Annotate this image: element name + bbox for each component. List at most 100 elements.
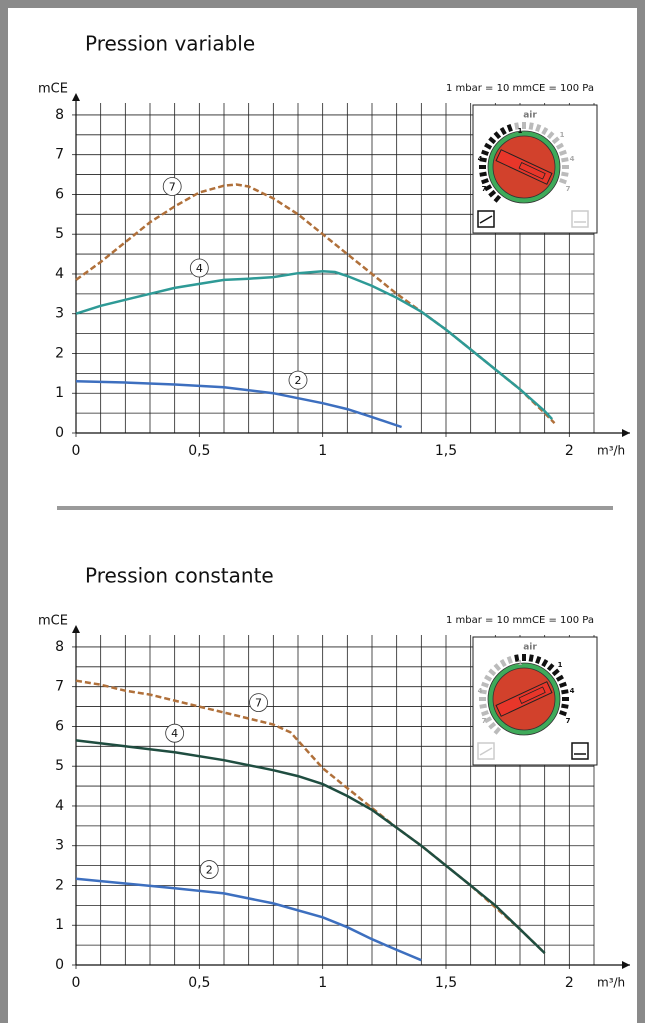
dial-tick xyxy=(481,710,489,717)
y-tick-label: 5 xyxy=(55,226,64,242)
dial-tick xyxy=(546,663,555,672)
dial-tick xyxy=(546,131,555,140)
series-label: 7 xyxy=(169,180,176,193)
y-tick-label: 4 xyxy=(55,266,64,282)
series-label: 4 xyxy=(171,727,178,740)
dial-tick xyxy=(541,659,549,668)
y-tick-label: 1 xyxy=(55,385,64,401)
dial-label: 7 xyxy=(482,717,487,725)
dial-tick xyxy=(488,136,497,145)
dial-tick xyxy=(499,659,507,668)
dial-tick xyxy=(514,654,520,662)
y-tick-label: 2 xyxy=(55,877,64,893)
mode-icon-variable xyxy=(477,210,495,228)
y-arrow xyxy=(72,625,80,633)
series-label: 2 xyxy=(206,864,213,877)
dial-tick xyxy=(481,149,489,156)
dial-tick xyxy=(479,703,487,709)
y-tick-label: 1 xyxy=(55,917,64,933)
dial-tick xyxy=(541,127,549,136)
mode-icon-variable-line xyxy=(479,747,493,756)
frame-right xyxy=(637,0,645,1023)
mode-icon-variable-line xyxy=(479,215,493,224)
dial-tick xyxy=(561,689,569,695)
dial-tick xyxy=(559,681,567,688)
mode-icon-constant xyxy=(571,210,589,228)
y-axis-label: mCE xyxy=(38,82,68,97)
series-label-circle xyxy=(199,860,219,879)
y-tick-label: 7 xyxy=(55,147,64,163)
series-label-circle xyxy=(249,693,268,712)
x-tick-label: 0 xyxy=(72,443,81,459)
series-line xyxy=(75,269,554,420)
y-tick-label: 4 xyxy=(55,798,64,814)
dial-tick xyxy=(488,668,497,677)
dial-label: 4 xyxy=(570,687,575,695)
dial-label: 7 xyxy=(482,185,487,193)
mode-icon-variable xyxy=(477,742,495,760)
y-tick-label: 2 xyxy=(55,345,64,361)
x-axis-label: m³/h xyxy=(597,976,625,990)
y-tick-label: 3 xyxy=(55,306,64,322)
x-tick-label: 1 xyxy=(318,975,327,991)
dial-label: 4 xyxy=(478,155,483,163)
dial-slot xyxy=(495,149,553,185)
x-tick-label: 0,5 xyxy=(188,975,210,991)
dial-tick xyxy=(499,127,507,136)
y-axis-label: mCE xyxy=(38,614,68,629)
series-label-circle xyxy=(162,177,182,196)
dial-tick xyxy=(535,124,542,132)
dial-tick xyxy=(484,184,493,192)
dial-tick xyxy=(479,157,487,163)
y-tick-label: 0 xyxy=(55,957,64,973)
dial-slot-inner xyxy=(518,162,546,180)
x-axis-label: m³/h xyxy=(597,444,625,458)
x-tick-label: 1 xyxy=(318,443,327,459)
y-tick-label: 8 xyxy=(55,639,64,655)
dial-tick xyxy=(481,681,489,688)
dial-tick xyxy=(493,663,502,672)
separator xyxy=(57,506,613,510)
frame-top xyxy=(0,0,645,8)
dial-tick xyxy=(559,149,567,156)
y-arrow xyxy=(72,93,80,101)
mode-icon-constant xyxy=(571,742,589,760)
series-line xyxy=(75,877,422,962)
series-line xyxy=(75,679,546,954)
dial-slot-inner xyxy=(518,686,546,704)
dial-tick xyxy=(561,703,569,709)
dial-tick xyxy=(488,721,497,730)
dial-tick xyxy=(555,142,564,150)
y-tick-label: 0 xyxy=(55,425,64,441)
dial-tick xyxy=(484,142,493,150)
dial-label: 7 xyxy=(566,185,571,193)
dial-tick xyxy=(484,716,493,724)
series-label-circle xyxy=(288,370,308,390)
dial-label: 1 xyxy=(560,131,565,139)
y-tick-label: 6 xyxy=(55,718,64,734)
dial-label: 4 xyxy=(570,155,575,163)
x-tick-label: 2 xyxy=(565,443,574,459)
dial-tick xyxy=(528,654,534,662)
frame-left xyxy=(0,0,8,1023)
dial-tick xyxy=(493,194,502,203)
dial-slot xyxy=(495,681,553,717)
x-tick-label: 0 xyxy=(72,975,81,991)
dial-tick xyxy=(561,157,569,163)
dial-tick xyxy=(551,136,560,145)
dial-tick xyxy=(479,171,487,177)
dial-tick xyxy=(528,122,534,130)
chart-title: Pression variable xyxy=(85,32,255,56)
y-tick-label: 8 xyxy=(55,107,64,123)
x-arrow xyxy=(622,429,630,437)
dial-label: 7 xyxy=(566,717,571,725)
series-label: 7 xyxy=(255,697,262,710)
y-tick-label: 6 xyxy=(55,186,64,202)
dial-tick xyxy=(561,171,569,177)
y-tick-label: 7 xyxy=(55,679,64,695)
dial-label: 4 xyxy=(478,687,483,695)
x-tick-label: 1,5 xyxy=(435,443,457,459)
x-arrow xyxy=(622,961,630,969)
dial-label: air xyxy=(523,111,537,121)
